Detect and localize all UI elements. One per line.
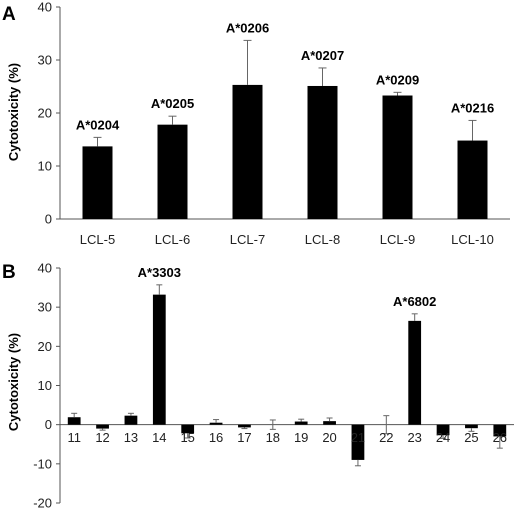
panel-a-x-tick-label: LCL-9 <box>380 232 415 247</box>
panel-b-x-tick-label: 13 <box>124 430 138 445</box>
panel-b-annotation: A*3303 <box>138 265 181 280</box>
panel-b-y-tick-label: 10 <box>38 378 52 393</box>
panel-a-y-tick-label: 30 <box>38 53 52 68</box>
panel-b-chart: -20 -10 0 10 20 30 40 11 12 13 14 A*3303 15 16 17 18 19 2… <box>33 261 514 508</box>
panel-b-letter: B <box>2 262 16 283</box>
panel-b-x-tick-label: 24 <box>436 430 450 445</box>
panel-a-x-tick-label: LCL-5 <box>80 232 115 247</box>
panel-a-y-tick-label: 20 <box>38 106 52 121</box>
panel-b-x-tick-label: 26 <box>493 430 507 445</box>
panel-b-bar <box>181 424 195 434</box>
panel-a-annotation: A*0207 <box>301 48 344 63</box>
panel-b-bar <box>124 415 138 425</box>
panel-b-bar <box>96 424 109 429</box>
panel-a-annotation: A*0204 <box>76 117 120 132</box>
panel-a-y-tick-label: 0 <box>45 212 52 227</box>
panel-b-bar <box>152 294 166 425</box>
panel-b-x-tick-label: 16 <box>209 430 223 445</box>
panel-b-x-tick-label: 11 <box>67 430 81 445</box>
panel-b-x-tick-label: 25 <box>464 430 478 445</box>
panel-a-ylabel: Cytotoxicity (%) <box>6 63 21 161</box>
panel-a-chart: 0 10 20 30 40 LCL-5 A*0204 LCL-6 A*0205 LCL-7 A*02… <box>38 0 510 247</box>
panel-a-annotation: A*0209 <box>376 72 419 87</box>
panel-b-bar <box>67 417 81 425</box>
panel-a-x-tick-label: LCL-7 <box>230 232 265 247</box>
panel-b-bar <box>493 424 507 437</box>
panel-a-y-tick-label: 10 <box>38 159 52 174</box>
panel-b-x-tick-label: 15 <box>180 430 194 445</box>
panel-b-ylabel: Cytotoxicity (%) <box>6 333 21 431</box>
panel-b-x-tick-label: 20 <box>322 430 336 445</box>
panel-b-y-tick-label: -10 <box>33 456 52 471</box>
panel-b-x-tick-label: 19 <box>294 430 308 445</box>
panel-b-bar <box>238 424 251 428</box>
panel-b-x-tick-label: 21 <box>351 430 365 445</box>
panel-b-x-tick-label: 12 <box>95 430 109 445</box>
panel-a-x-tick-label: LCL-8 <box>305 232 340 247</box>
panel-a-x-tick-label: LCL-10 <box>451 232 494 247</box>
panel-b-bar <box>323 421 336 425</box>
panel-a-bar <box>307 85 338 219</box>
panel-a-annotation: A*0206 <box>226 20 269 35</box>
panel-a-bar <box>232 84 263 219</box>
panel-b-x-tick-label: 17 <box>237 430 251 445</box>
panel-a-annotation: A*0205 <box>151 96 194 111</box>
panel-b-bar <box>294 421 308 425</box>
panel-b-bar <box>408 320 422 425</box>
panel-b-x-tick-label: 22 <box>379 430 393 445</box>
panel-b-annotation: A*6802 <box>393 294 436 309</box>
panel-b-y-tick-label: 40 <box>38 261 52 276</box>
panel-b-bar <box>465 424 478 429</box>
panel-b-y-tick-label: 0 <box>45 417 52 432</box>
panel-b-bar <box>209 422 223 425</box>
panel-a-bar <box>82 146 113 219</box>
panel-a-letter: A <box>2 4 16 25</box>
panel-a-y-tick-label: 40 <box>38 0 52 15</box>
panel-b-bar <box>436 424 450 436</box>
panel-b-bar <box>351 424 365 460</box>
panel-a-annotation: A*0216 <box>451 100 494 115</box>
panel-a-x-tick-label: LCL-6 <box>155 232 190 247</box>
panel-b-y-tick-label: 20 <box>38 339 52 354</box>
panel-a-bar <box>157 124 188 219</box>
panel-b-x-tick-label: 14 <box>152 430 166 445</box>
panel-b-x-tick-label: 18 <box>266 430 280 445</box>
panel-b-y-tick-label: 30 <box>38 300 52 315</box>
panel-a-bar <box>457 140 488 219</box>
panel-a-bar <box>382 95 413 219</box>
panel-b-y-tick-label: -20 <box>33 496 52 508</box>
panel-b-x-tick-label: 23 <box>407 430 421 445</box>
